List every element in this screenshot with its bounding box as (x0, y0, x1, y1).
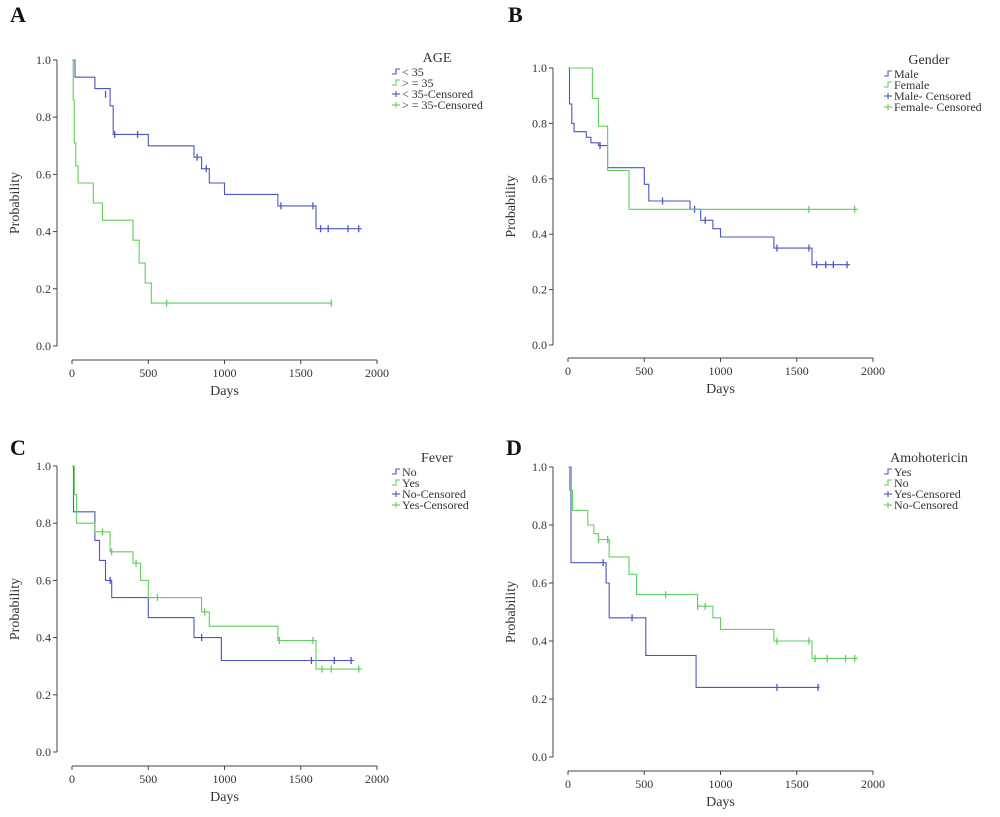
survival-curve-yes (72, 465, 362, 670)
survival-curve-female (568, 67, 858, 210)
legend-swatch (884, 479, 892, 486)
x-tick-label: 1000 (213, 366, 237, 380)
survival-curve--35 (72, 59, 332, 304)
y-tick-label: 0.6 (36, 573, 51, 587)
legend-swatch (392, 79, 400, 86)
survival-curve-no (568, 466, 858, 659)
survival-curve-yes (568, 466, 820, 688)
y-tick-label: 0.0 (36, 745, 51, 759)
legend-entry: No (402, 465, 417, 479)
y-tick-label: 0.6 (532, 172, 547, 186)
legend-title: Gender (908, 53, 950, 68)
legend-swatch (884, 468, 892, 475)
legend-swatch (884, 70, 892, 77)
y-tick-label: 0.2 (36, 282, 51, 296)
x-axis-label: Days (706, 382, 735, 397)
x-tick-label: 2000 (861, 777, 885, 791)
x-tick-label: 2000 (365, 366, 389, 380)
y-tick-label: 1.0 (36, 53, 51, 67)
legend-entry: > = 35 (402, 76, 434, 90)
y-axis-label: Probability (504, 581, 519, 643)
y-tick-label: 0.8 (36, 110, 51, 124)
panel-A: A 0.0 0.2 0.4 0.6 0.8 1.0 0 500 1000 1500 2000 Days P… (8, 2, 483, 399)
y-tick-label: 0.0 (532, 750, 547, 764)
x-tick-label: 0 (565, 777, 571, 791)
x-axis-label: Days (706, 795, 735, 810)
legend-entry: No (894, 476, 909, 490)
legend-entry: Yes-Censored (894, 487, 961, 501)
legend-entry: Yes-Censored (402, 498, 469, 512)
y-tick-label: 0.2 (36, 688, 51, 702)
x-tick-label: 500 (139, 366, 157, 380)
y-tick-label: 0.8 (36, 516, 51, 530)
legend-entry: No-Censored (402, 487, 466, 501)
x-tick-label: 0 (69, 772, 75, 786)
x-tick-label: 1000 (213, 772, 237, 786)
y-axis-label: Probability (8, 578, 23, 640)
legend-title: Amohotericin (890, 451, 968, 466)
panel-letter: D (506, 435, 522, 460)
legend-entry: > = 35-Censored (402, 98, 483, 112)
legend-swatch (884, 81, 892, 88)
survival-curve-male (568, 67, 851, 266)
y-tick-label: 0.2 (532, 692, 547, 706)
y-tick-label: 1.0 (36, 459, 51, 473)
y-tick-label: 0.4 (36, 225, 51, 239)
x-tick-label: 1000 (709, 364, 733, 378)
x-tick-label: 1500 (785, 364, 809, 378)
x-tick-label: 1500 (289, 366, 313, 380)
y-tick-label: 0.6 (36, 167, 51, 181)
legend-entry: No-Censored (894, 498, 958, 512)
x-tick-label: 1000 (709, 777, 733, 791)
legend-swatch (392, 68, 400, 75)
x-axis-label: Days (210, 384, 239, 399)
legend-entry: Yes (402, 476, 420, 490)
y-tick-label: 0.2 (532, 283, 547, 297)
x-tick-label: 500 (139, 772, 157, 786)
legend-title: AGE (423, 51, 452, 66)
y-tick-label: 0.8 (532, 116, 547, 130)
panel-D: D 0.0 0.2 0.4 0.6 0.8 1.0 0 500 1000 1500 2000 Days P… (504, 435, 968, 810)
legend-entry: Female (894, 78, 929, 92)
x-axis-label: Days (210, 790, 239, 805)
y-tick-label: 0.0 (532, 338, 547, 352)
legend-entry: Female- Censored (894, 100, 982, 114)
y-tick-label: 0.4 (532, 227, 547, 241)
y-tick-label: 1.0 (532, 61, 547, 75)
legend-entry: Male (894, 67, 919, 81)
y-tick-label: 0.4 (36, 631, 51, 645)
legend-swatch (392, 479, 400, 486)
x-tick-label: 2000 (861, 364, 885, 378)
x-tick-label: 1500 (289, 772, 313, 786)
y-tick-label: 1.0 (532, 460, 547, 474)
x-tick-label: 1500 (785, 777, 809, 791)
legend-swatch (392, 468, 400, 475)
y-tick-label: 0.0 (36, 339, 51, 353)
y-axis-label: Probability (504, 175, 519, 237)
legend-entry: Yes (894, 465, 912, 479)
y-tick-label: 0.6 (532, 576, 547, 590)
y-tick-label: 0.4 (532, 634, 547, 648)
x-tick-label: 0 (565, 364, 571, 378)
x-tick-label: 500 (635, 364, 653, 378)
panel-B: B 0.0 0.2 0.4 0.6 0.8 1.0 0 500 1000 1500 2000 Days P… (504, 2, 982, 397)
legend-entry: < 35-Censored (402, 87, 473, 101)
survival-curve--35 (72, 59, 362, 230)
panel-letter: B (508, 2, 523, 27)
panel-letter: C (10, 435, 26, 460)
legend-entry: Male- Censored (894, 89, 971, 103)
survival-curve-no (72, 465, 355, 662)
x-tick-label: 0 (69, 366, 75, 380)
y-tick-label: 0.8 (532, 518, 547, 532)
x-tick-label: 500 (635, 777, 653, 791)
panel-letter: A (10, 2, 26, 27)
legend-title: Fever (421, 451, 453, 466)
x-tick-label: 2000 (365, 772, 389, 786)
y-axis-label: Probability (8, 172, 23, 234)
legend-entry: < 35 (402, 65, 424, 79)
panel-C: C 0.0 0.2 0.4 0.6 0.8 1.0 0 500 1000 1500 2000 Days P… (8, 435, 469, 805)
